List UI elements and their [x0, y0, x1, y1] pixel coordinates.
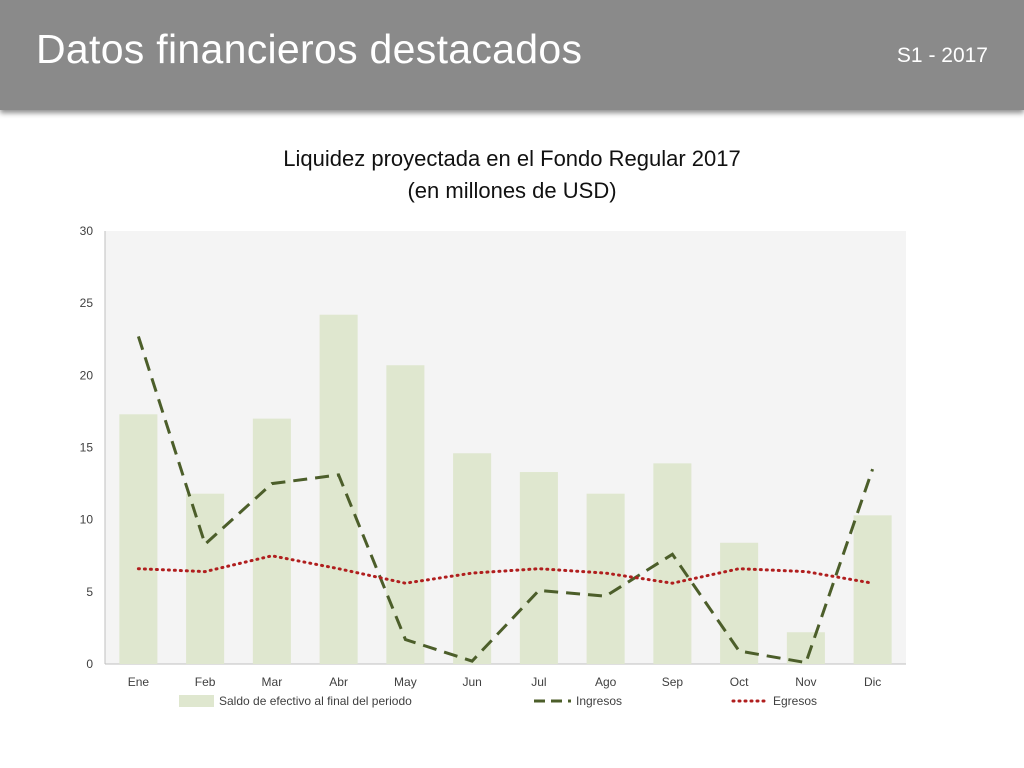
y-tick-label: 30	[80, 224, 94, 238]
x-tick-label: May	[394, 675, 417, 689]
bar-saldo	[519, 472, 558, 664]
y-tick-label: 15	[80, 441, 94, 455]
bar-saldo	[386, 365, 425, 664]
y-tick-label: 20	[80, 368, 94, 382]
period-label: S1 - 2017	[896, 44, 988, 67]
x-tick-label: Jul	[531, 675, 546, 689]
x-tick-label: Sep	[662, 675, 684, 689]
x-tick-label: Nov	[795, 675, 816, 689]
bar-saldo	[853, 515, 892, 664]
line-ingresos	[136, 335, 875, 665]
legend-label-egresos: Egresos	[773, 694, 817, 708]
bar-saldo	[786, 632, 825, 664]
x-tick-label: Dic	[864, 675, 881, 689]
bar-saldo	[119, 414, 158, 664]
bar-saldo	[186, 493, 225, 664]
x-tick-label: Feb	[195, 675, 216, 689]
bar-saldo	[586, 493, 625, 664]
y-tick-label: 10	[80, 513, 94, 527]
bar-saldo	[453, 453, 492, 664]
y-tick-label: 0	[86, 657, 93, 671]
bar-saldo	[653, 463, 692, 664]
x-tick-label: Ago	[595, 675, 617, 689]
chart-subtitle: (en millones de USD)	[407, 178, 617, 203]
x-tick-label: Jun	[462, 675, 481, 689]
slide-title: Datos financieros destacados	[36, 26, 583, 72]
slide-header: Datos financieros destacados S1 - 2017	[0, 0, 1024, 110]
legend-swatch-saldo	[179, 695, 214, 707]
legend-label-saldo: Saldo de efectivo al final del periodo	[219, 694, 412, 708]
chart-title-block: Liquidez proyectada en el Fondo Regular …	[0, 143, 1024, 207]
chart-title: Liquidez proyectada en el Fondo Regular …	[283, 146, 741, 171]
y-tick-label: 5	[86, 585, 93, 599]
plot-area	[105, 231, 906, 664]
x-tick-label: Ene	[128, 675, 150, 689]
y-tick-label: 25	[80, 296, 94, 310]
x-tick-label: Mar	[262, 675, 283, 689]
legend-label-ingresos: Ingresos	[576, 694, 622, 708]
line-egresos	[136, 554, 875, 585]
bar-saldo	[319, 314, 358, 664]
x-tick-label: Oct	[730, 675, 749, 689]
bar-saldo	[720, 542, 759, 664]
bar-saldo	[252, 418, 291, 664]
x-tick-label: Abr	[329, 675, 348, 689]
